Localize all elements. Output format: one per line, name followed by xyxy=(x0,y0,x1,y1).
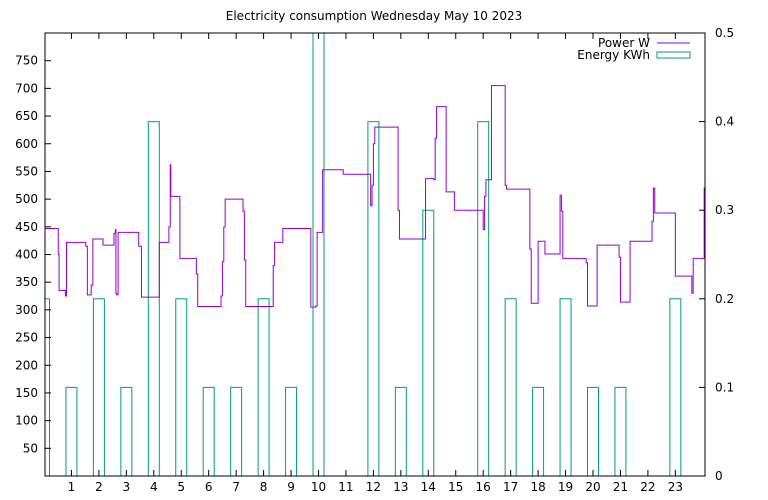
x-tick-label-5: 5 xyxy=(177,480,185,494)
x-tick-label-12: 12 xyxy=(366,480,381,494)
energy-bar-15 xyxy=(504,298,517,476)
x-tick-label-17: 17 xyxy=(503,480,518,494)
x-tick-label-16: 16 xyxy=(476,480,491,494)
y2-tick-label-0: 0 xyxy=(715,469,723,483)
x-tick-label-22: 22 xyxy=(640,480,655,494)
x-tick-label-13: 13 xyxy=(393,480,408,494)
y-tick-label-400: 400 xyxy=(15,248,38,262)
y-tick-label-550: 550 xyxy=(15,164,38,178)
y2-tick-label-0.2: 0.2 xyxy=(715,292,734,306)
x-tick-label-18: 18 xyxy=(530,480,545,494)
x-tick-label-1: 1 xyxy=(68,480,76,494)
energy-bar-20 xyxy=(669,298,682,476)
plot-border xyxy=(44,32,706,477)
y2-tick-label-0.5: 0.5 xyxy=(715,26,734,40)
energy-bar-14 xyxy=(477,121,490,476)
y-tick-label-350: 350 xyxy=(15,275,38,289)
legend-label-0: Power W xyxy=(598,36,650,50)
y-tick-label-700: 700 xyxy=(15,81,38,95)
legend-swatch-1 xyxy=(656,51,691,59)
y-tick-label-250: 250 xyxy=(15,331,38,345)
y-tick-label-650: 650 xyxy=(15,109,38,123)
x-tick-label-15: 15 xyxy=(448,480,463,494)
energy-bar-2 xyxy=(92,298,105,476)
y-tick-label-50: 50 xyxy=(23,441,38,455)
y-tick-label-750: 750 xyxy=(15,54,38,68)
y-tick-label-200: 200 xyxy=(15,358,38,372)
x-tick-label-23: 23 xyxy=(668,480,683,494)
x-tick-label-7: 7 xyxy=(232,480,240,494)
energy-bar-9 xyxy=(285,386,298,476)
legend-label-1: Energy KWh xyxy=(577,48,650,62)
energy-bar-18 xyxy=(587,386,599,476)
energy-bar-5 xyxy=(175,298,188,476)
energy-bar-4 xyxy=(147,121,160,476)
x-tick-label-14: 14 xyxy=(421,480,436,494)
x-tick-label-21: 21 xyxy=(613,480,628,494)
power-series-line xyxy=(45,85,705,308)
energy-bar-7 xyxy=(230,386,243,476)
x-tick-label-2: 2 xyxy=(95,480,103,494)
x-tick-label-3: 3 xyxy=(123,480,131,494)
y2-tick-label-0.3: 0.3 xyxy=(715,203,734,217)
y-tick-label-150: 150 xyxy=(15,386,38,400)
y2-tick-label-0.4: 0.4 xyxy=(715,115,734,129)
y-tick-label-500: 500 xyxy=(15,192,38,206)
x-tick-label-4: 4 xyxy=(150,480,158,494)
x-tick-label-11: 11 xyxy=(338,480,353,494)
energy-bar-19 xyxy=(614,386,627,476)
energy-bar-11 xyxy=(367,121,380,476)
energy-bar-13 xyxy=(422,209,435,476)
energy-bar-16 xyxy=(532,386,545,476)
power-line xyxy=(45,85,705,308)
x-tick-label-8: 8 xyxy=(260,480,268,494)
chart-title: Electricity consumption Wednesday May 10… xyxy=(226,9,522,23)
axes-ticks: 1 2 3 4 5 6 7 8 9 10 11 12 13 14 15 16 17 18 19 20 21 22 23501… xyxy=(15,26,734,494)
energy-bar-6 xyxy=(202,386,215,476)
energy-bar-17 xyxy=(559,298,572,476)
energy-bar-3 xyxy=(120,386,133,476)
energy-bars xyxy=(44,32,682,476)
energy-bar-1 xyxy=(65,386,78,476)
x-tick-label-20: 20 xyxy=(585,480,600,494)
energy-bar-12 xyxy=(394,386,407,476)
x-tick-label-10: 10 xyxy=(311,480,326,494)
x-tick-label-19: 19 xyxy=(558,480,573,494)
y-tick-label-600: 600 xyxy=(15,137,38,151)
plot-frame xyxy=(44,32,706,477)
energy-bar-0 xyxy=(44,298,50,476)
y2-tick-label-0.1: 0.1 xyxy=(715,380,734,394)
energy-bar-10 xyxy=(312,32,325,476)
x-tick-label-6: 6 xyxy=(205,480,213,494)
x-tick-label-9: 9 xyxy=(287,480,295,494)
y-tick-label-100: 100 xyxy=(15,414,38,428)
y-tick-label-300: 300 xyxy=(15,303,38,317)
y-tick-label-450: 450 xyxy=(15,220,38,234)
energy-bar-8 xyxy=(257,298,270,476)
